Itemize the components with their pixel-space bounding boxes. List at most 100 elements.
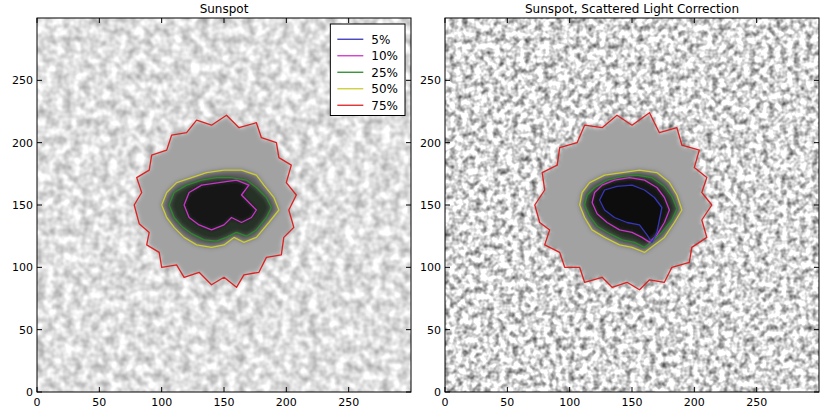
x-tick-label: 150	[622, 396, 643, 409]
x-tick	[37, 18, 38, 23]
y-tick	[814, 392, 819, 393]
y-tick-label: 150	[420, 199, 441, 212]
y-tick	[814, 329, 819, 330]
y-tick	[445, 205, 450, 206]
contour-fill	[535, 113, 712, 290]
y-tick	[37, 205, 42, 206]
x-tick	[569, 387, 570, 392]
contour-line	[592, 178, 669, 243]
background	[37, 18, 411, 392]
contour-line	[535, 113, 712, 290]
y-tick	[406, 80, 411, 81]
legend-swatch	[337, 39, 363, 40]
y-tick	[406, 267, 411, 268]
frame	[37, 18, 411, 392]
x-tick	[161, 18, 162, 23]
x-tick-label: 100	[151, 396, 172, 409]
y-tick-label: 150	[12, 199, 33, 212]
y-tick	[445, 267, 450, 268]
x-tick	[445, 387, 446, 392]
x-tick	[632, 18, 633, 23]
y-tick	[406, 392, 411, 393]
x-tick-label: 200	[276, 396, 297, 409]
legend-swatch	[337, 88, 363, 89]
x-tick	[756, 387, 757, 392]
x-tick	[224, 387, 225, 392]
y-tick	[406, 205, 411, 206]
x-tick	[445, 18, 446, 23]
y-tick-label: 0	[26, 386, 33, 399]
y-tick	[814, 142, 819, 143]
background	[445, 18, 819, 392]
contour-line	[585, 175, 677, 247]
y-tick-label: 250	[420, 74, 441, 87]
contour-fills	[134, 115, 296, 287]
y-tick-label: 100	[420, 261, 441, 274]
y-tick-label: 250	[12, 74, 33, 87]
y-tick	[445, 80, 450, 81]
y-tick-label: 50	[19, 324, 33, 337]
contour-fill	[184, 180, 256, 230]
legend: 5%10%25%50%75%	[330, 24, 405, 116]
contour-fill	[580, 170, 682, 252]
x-tick	[348, 18, 349, 23]
legend-label: 75%	[371, 99, 398, 113]
plot-area	[37, 18, 411, 392]
y-tick-label: 100	[12, 261, 33, 274]
legend-swatch	[337, 105, 363, 106]
y-tick	[37, 80, 42, 81]
title: Sunspot, Scattered Light Correction	[525, 2, 739, 16]
contour-line	[134, 115, 296, 287]
x-tick-label: 0	[34, 396, 41, 409]
contour-fill	[169, 178, 271, 242]
granulation	[445, 18, 819, 392]
contour-fill	[162, 170, 279, 247]
y-tick	[814, 205, 819, 206]
contour-fill	[585, 175, 677, 247]
y-tick	[37, 329, 42, 330]
x-tick	[507, 387, 508, 392]
y-tick-label: 50	[427, 324, 441, 337]
x-tick	[99, 387, 100, 392]
x-tick-label: 200	[684, 396, 705, 409]
x-tick-label: 50	[92, 396, 106, 409]
figure: Sunspot 0 50 100 150 200 250 0 50 100 150 200 250 5% 1…	[0, 0, 839, 414]
x-tick	[99, 18, 100, 23]
legend-label: 5%	[371, 33, 390, 47]
x-tick-label: 150	[214, 396, 235, 409]
contour-fill	[592, 178, 669, 243]
granulation	[37, 18, 411, 392]
y-tick	[406, 329, 411, 330]
y-tick-label: 200	[420, 137, 441, 150]
x-tick	[37, 387, 38, 392]
y-tick	[37, 267, 42, 268]
plot-area	[445, 18, 819, 392]
y-tick	[37, 142, 42, 143]
y-tick	[445, 142, 450, 143]
x-tick-label: 250	[746, 396, 767, 409]
title: Sunspot	[200, 2, 249, 16]
contour-fills	[535, 113, 712, 290]
x-tick-label: 100	[559, 396, 580, 409]
x-tick	[507, 18, 508, 23]
x-tick	[161, 387, 162, 392]
legend-box	[330, 24, 405, 116]
legend-swatch	[337, 55, 363, 56]
contour-line	[169, 178, 271, 242]
y-tick	[814, 80, 819, 81]
y-tick	[445, 392, 450, 393]
y-tick	[814, 267, 819, 268]
y-tick	[445, 329, 450, 330]
x-tick-label: 0	[442, 396, 449, 409]
contour-line	[580, 170, 682, 252]
y-tick	[406, 142, 411, 143]
y-tick-label: 0	[434, 386, 441, 399]
contour-line	[184, 180, 256, 230]
contour-line	[162, 170, 279, 247]
contour-line	[600, 185, 662, 242]
x-tick	[694, 18, 695, 23]
x-tick	[756, 18, 757, 23]
x-tick-label: 50	[500, 396, 514, 409]
legend-label: 50%	[371, 82, 398, 96]
x-tick	[286, 387, 287, 392]
